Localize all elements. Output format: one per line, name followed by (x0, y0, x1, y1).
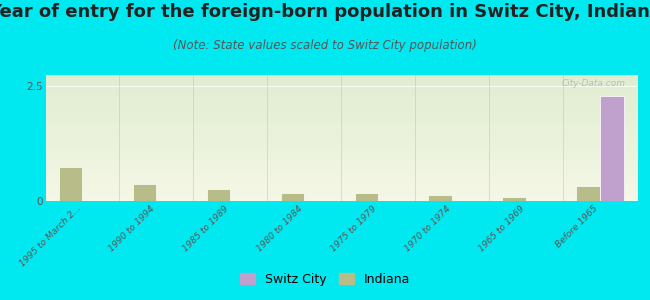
Bar (354, 193, 378, 201)
Bar (577, 186, 600, 201)
Bar (502, 197, 526, 201)
Text: City-Data.com: City-Data.com (561, 79, 625, 88)
Bar (281, 193, 304, 201)
Bar (133, 184, 157, 201)
Bar (428, 195, 452, 201)
Bar (58, 167, 83, 201)
Bar (207, 189, 230, 201)
Bar (600, 96, 624, 201)
Legend: Switz City, Indiana: Switz City, Indiana (235, 268, 415, 291)
Text: Year of entry for the foreign-born population in Switz City, Indiana: Year of entry for the foreign-born popul… (0, 3, 650, 21)
Text: (Note: State values scaled to Switz City population): (Note: State values scaled to Switz City… (173, 39, 477, 52)
